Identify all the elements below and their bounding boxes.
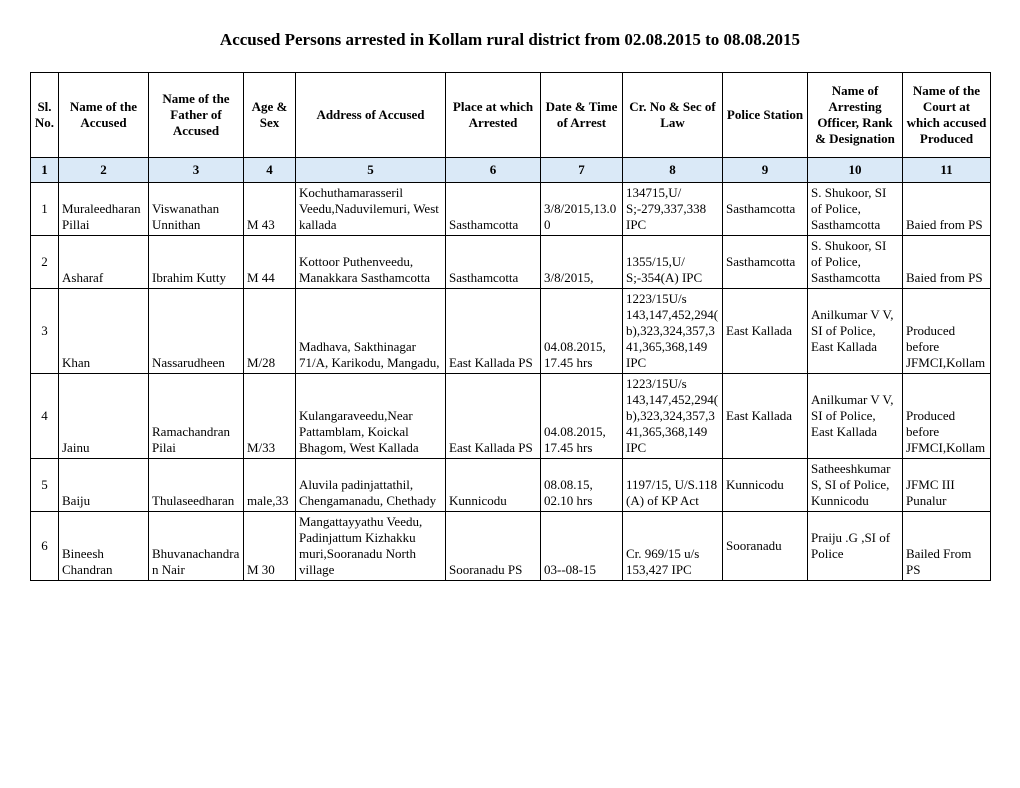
cell-address: Aluvila padinjattathil, Chengamanadu, Ch… — [296, 459, 446, 512]
colnum: 7 — [541, 158, 623, 183]
cell-address: Madhava, Sakthinagar 71/A, Karikodu, Man… — [296, 289, 446, 374]
colnum: 6 — [446, 158, 541, 183]
cell-father: Ramachandran Pilai — [149, 374, 244, 459]
cell-address: Kochuthamarasseril Veedu,Naduvilemuri, W… — [296, 183, 446, 236]
cell-slno: 6 — [31, 512, 59, 581]
colnum: 5 — [296, 158, 446, 183]
cell-ps: Kunnicodu — [723, 459, 808, 512]
page-title: Accused Persons arrested in Kollam rural… — [30, 30, 990, 50]
cell-agesex: M/33 — [244, 374, 296, 459]
cell-court: JFMC III Punalur — [903, 459, 991, 512]
col-address: Address of Accused — [296, 73, 446, 158]
colnum: 11 — [903, 158, 991, 183]
cell-court: Produced before JFMCI,Kollam — [903, 289, 991, 374]
cell-datetime: 03--08-15 — [541, 512, 623, 581]
colnum: 3 — [149, 158, 244, 183]
cell-crno: 1355/15,U/ S;-354(A) IPC — [623, 236, 723, 289]
colnum-row: 1 2 3 4 5 6 7 8 9 10 11 — [31, 158, 991, 183]
col-ps: Police Station — [723, 73, 808, 158]
cell-father: Nassarudheen — [149, 289, 244, 374]
cell-officer: Anilkumar V V, SI of Police, East Kallad… — [808, 374, 903, 459]
col-slno: Sl. No. — [31, 73, 59, 158]
cell-ps: East Kallada — [723, 374, 808, 459]
colnum: 8 — [623, 158, 723, 183]
cell-agesex: M 30 — [244, 512, 296, 581]
colnum: 10 — [808, 158, 903, 183]
col-crno: Cr. No & Sec of Law — [623, 73, 723, 158]
cell-name: Muraleedharan Pillai — [59, 183, 149, 236]
cell-place: Sasthamcotta — [446, 236, 541, 289]
cell-datetime: 08.08.15, 02.10 hrs — [541, 459, 623, 512]
cell-agesex: M/28 — [244, 289, 296, 374]
table-row: 6Bineesh ChandranBhuvanachandran NairM 3… — [31, 512, 991, 581]
cell-slno: 2 — [31, 236, 59, 289]
cell-place: Sooranadu PS — [446, 512, 541, 581]
cell-crno: 134715,U/ S;-279,337,338 IPC — [623, 183, 723, 236]
cell-place: East Kallada PS — [446, 374, 541, 459]
cell-place: East Kallada PS — [446, 289, 541, 374]
cell-officer: Anilkumar V V, SI of Police, East Kallad… — [808, 289, 903, 374]
cell-datetime: 04.08.2015, 17.45 hrs — [541, 374, 623, 459]
cell-datetime: 04.08.2015, 17.45 hrs — [541, 289, 623, 374]
col-father: Name of the Father of Accused — [149, 73, 244, 158]
cell-crno: 1197/15, U/S.118 (A) of KP Act — [623, 459, 723, 512]
cell-father: Viswanathan Unnithan — [149, 183, 244, 236]
cell-datetime: 3/8/2015, — [541, 236, 623, 289]
cell-agesex: M 43 — [244, 183, 296, 236]
cell-agesex: male,33 — [244, 459, 296, 512]
cell-datetime: 3/8/2015,13.00 — [541, 183, 623, 236]
cell-place: Kunnicodu — [446, 459, 541, 512]
cell-crno: 1223/15U/s 143,147,452,294(b),323,324,35… — [623, 374, 723, 459]
cell-officer: Praiju .G ,SI of Police — [808, 512, 903, 581]
cell-name: Baiju — [59, 459, 149, 512]
cell-crno: Cr. 969/15 u/s 153,427 IPC — [623, 512, 723, 581]
cell-officer: Satheeshkumar S, SI of Police, Kunnicodu — [808, 459, 903, 512]
col-place: Place at which Arrested — [446, 73, 541, 158]
cell-name: Bineesh Chandran — [59, 512, 149, 581]
cell-court: Bailed From PS — [903, 512, 991, 581]
table-row: 5BaijuThulaseedharanmale,33Aluvila padin… — [31, 459, 991, 512]
colnum: 1 — [31, 158, 59, 183]
cell-name: Khan — [59, 289, 149, 374]
cell-name: Asharaf — [59, 236, 149, 289]
colnum: 4 — [244, 158, 296, 183]
table-row: 2AsharafIbrahim KuttyM 44Kottoor Puthenv… — [31, 236, 991, 289]
cell-slno: 5 — [31, 459, 59, 512]
cell-court: Produced before JFMCI,Kollam — [903, 374, 991, 459]
cell-father: Ibrahim Kutty — [149, 236, 244, 289]
cell-ps: Sasthamcotta — [723, 183, 808, 236]
colnum: 2 — [59, 158, 149, 183]
cell-address: Mangattayyathu Veedu, Padinjattum Kizhak… — [296, 512, 446, 581]
cell-ps: Sooranadu — [723, 512, 808, 581]
cell-officer: S. Shukoor, SI of Police, Sasthamcotta — [808, 236, 903, 289]
cell-slno: 3 — [31, 289, 59, 374]
table-row: 3KhanNassarudheenM/28Madhava, Sakthinaga… — [31, 289, 991, 374]
cell-address: Kulangaraveedu,Near Pattamblam, Koickal … — [296, 374, 446, 459]
arrest-table: Sl. No. Name of the Accused Name of the … — [30, 72, 991, 581]
cell-court: Baied from PS — [903, 236, 991, 289]
colnum: 9 — [723, 158, 808, 183]
cell-crno: 1223/15U/s 143,147,452,294(b),323,324,35… — [623, 289, 723, 374]
cell-name: Jainu — [59, 374, 149, 459]
cell-court: Baied from PS — [903, 183, 991, 236]
cell-ps: Sasthamcotta — [723, 236, 808, 289]
cell-address: Kottoor Puthenveedu, Manakkara Sasthamco… — [296, 236, 446, 289]
col-name: Name of the Accused — [59, 73, 149, 158]
cell-place: Sasthamcotta — [446, 183, 541, 236]
table-row: 4JainuRamachandran PilaiM/33Kulangaravee… — [31, 374, 991, 459]
cell-officer: S. Shukoor, SI of Police, Sasthamcotta — [808, 183, 903, 236]
cell-father: Bhuvanachandran Nair — [149, 512, 244, 581]
cell-father: Thulaseedharan — [149, 459, 244, 512]
col-agesex: Age & Sex — [244, 73, 296, 158]
table-row: 1Muraleedharan PillaiViswanathan Unnitha… — [31, 183, 991, 236]
cell-agesex: M 44 — [244, 236, 296, 289]
col-date: Date & Time of Arrest — [541, 73, 623, 158]
header-row: Sl. No. Name of the Accused Name of the … — [31, 73, 991, 158]
col-court: Name of the Court at which accused Produ… — [903, 73, 991, 158]
cell-ps: East Kallada — [723, 289, 808, 374]
cell-slno: 1 — [31, 183, 59, 236]
col-officer: Name of Arresting Officer, Rank & Design… — [808, 73, 903, 158]
cell-slno: 4 — [31, 374, 59, 459]
